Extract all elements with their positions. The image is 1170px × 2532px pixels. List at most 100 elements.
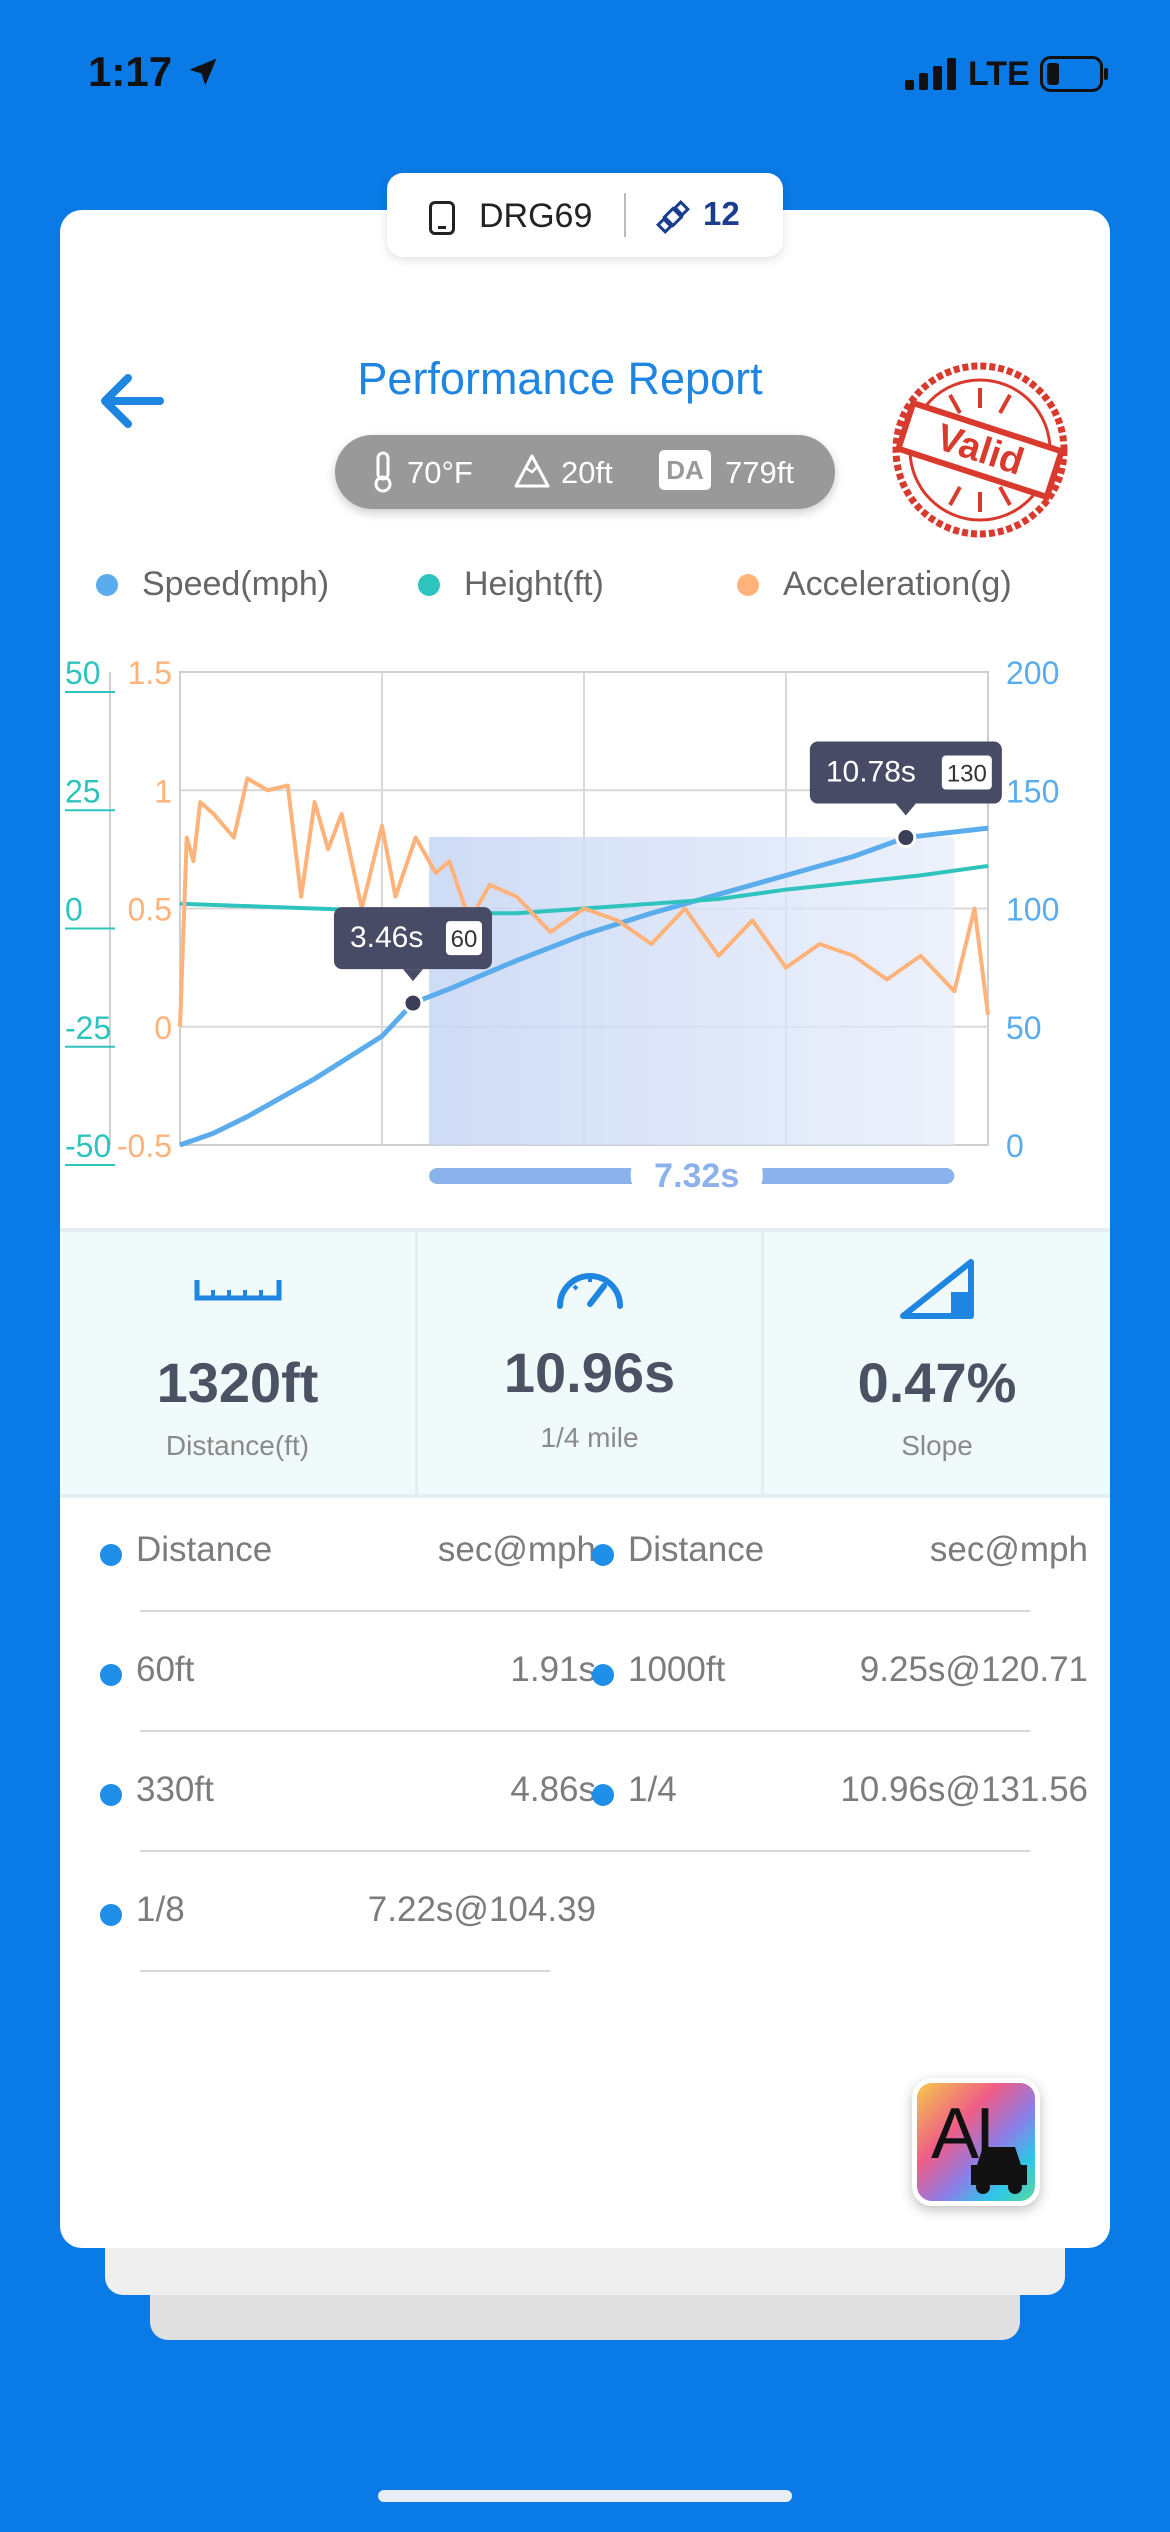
- table-row: 1/4 10.96s@131.56: [592, 1770, 1088, 1830]
- stat-value: 1320ft: [156, 1351, 319, 1414]
- selection-duration-label: 7.32s: [654, 1157, 739, 1195]
- height-tick-label: 25: [65, 773, 101, 809]
- split-time: 9.25s@120.71: [859, 1650, 1088, 1689]
- legend-dot: [96, 574, 118, 596]
- column-header: Distance: [136, 1530, 273, 1569]
- report-card: Performance Report 70°F 20ft DA 779ft Va…: [60, 210, 1110, 2248]
- stats-panel: 1320ft Distance(ft) 10.96s 1/4 mile 0.47…: [60, 1228, 1110, 1498]
- divider: [140, 1730, 1030, 1732]
- column-header: sec@mph: [437, 1530, 596, 1569]
- bullet: [100, 1664, 122, 1686]
- split-distance: 1000ft: [628, 1650, 726, 1689]
- table-row: 1000ft 9.25s@120.71: [592, 1650, 1088, 1710]
- split-distance: 60ft: [136, 1650, 195, 1689]
- height-tick-label: 0: [65, 892, 83, 928]
- back-arrow-icon[interactable]: [88, 358, 174, 444]
- bullet: [592, 1544, 614, 1566]
- tooltip-speed-badge: [941, 755, 992, 790]
- satellite-count: 12: [703, 195, 740, 232]
- legend-dot: [418, 574, 440, 596]
- marker-point[interactable]: [895, 827, 917, 849]
- altitude-value: 20ft: [561, 455, 613, 490]
- bullet: [592, 1784, 614, 1806]
- split-time: 10.96s@131.56: [840, 1770, 1088, 1809]
- mountain-icon: [514, 454, 550, 488]
- bullet: [100, 1544, 122, 1566]
- selection-area[interactable]: [429, 837, 955, 1145]
- device-name: DRG69: [479, 197, 593, 235]
- divider: [761, 1232, 764, 1494]
- selection-duration-pill: [630, 1155, 763, 1195]
- tooltip-pointer: [402, 969, 423, 982]
- legend-label: Acceleration(g): [783, 565, 1012, 603]
- tooltip-speed: 60: [451, 926, 478, 953]
- home-indicator: [378, 2490, 792, 2502]
- height-tick-label: -50: [65, 1128, 111, 1164]
- table-row: 330ft 4.86s: [100, 1770, 596, 1830]
- speed-tick-label: 0: [1006, 1128, 1024, 1164]
- network-type: LTE: [968, 55, 1030, 93]
- battery-icon: [1040, 56, 1108, 92]
- stat-label: Slope: [901, 1430, 973, 1461]
- acceleration-tick-label: 0: [154, 1010, 172, 1046]
- acceleration-tick-label: 1: [154, 773, 172, 809]
- da-badge: DA: [659, 450, 711, 490]
- acceleration-tick-label: 0.5: [128, 892, 172, 928]
- split-time: 4.86s: [510, 1770, 596, 1809]
- divider: [140, 1970, 550, 1972]
- speedometer-icon: [556, 1273, 623, 1309]
- marker-point[interactable]: [402, 992, 424, 1014]
- legend-label: Speed(mph): [142, 565, 330, 603]
- height-tick-label: 50: [65, 655, 101, 691]
- legend-label: Height(ft): [464, 565, 604, 603]
- device-pill[interactable]: DRG69 12: [387, 173, 783, 257]
- ruler-icon: [194, 1280, 281, 1301]
- column-header: Distance: [628, 1530, 765, 1569]
- page-title: Performance Report: [357, 353, 763, 404]
- thermometer-icon: [374, 451, 392, 493]
- speed-tick-label: 200: [1006, 655, 1059, 691]
- legend-dot: [737, 574, 759, 596]
- signal-bars-icon: [905, 58, 956, 90]
- density-altitude-value: 779ft: [725, 455, 794, 490]
- height-tick-label: -25: [65, 1010, 111, 1046]
- speed-tick-label: 150: [1006, 773, 1059, 809]
- stat-slope: 0.47% Slope: [764, 1232, 1110, 1494]
- column-header: sec@mph: [929, 1530, 1088, 1569]
- bullet: [100, 1784, 122, 1806]
- valid-stamp-icon: Valid: [892, 362, 1068, 538]
- performance-chart[interactable]: 50 25 0 -25 -50 1.5 1 0.5 0 -0.5 200 150 100 50 0 3.46…: [60, 640, 1110, 1200]
- temperature-value: 70°F: [407, 455, 473, 490]
- series-line-acceleration: [178, 776, 990, 1027]
- split-distance: 330ft: [136, 1770, 214, 1809]
- speed-tick-label: 100: [1006, 892, 1059, 928]
- ai-assistant-button[interactable]: AI: [912, 2078, 1040, 2206]
- divider: [140, 1850, 1030, 1852]
- conditions-pill: 70°F 20ft DA 779ft: [335, 435, 835, 509]
- tooltip-speed-badge: [445, 921, 482, 956]
- tooltip-pointer: [895, 803, 916, 816]
- divider: [415, 1232, 418, 1494]
- acceleration-tick-label: 1.5: [128, 655, 172, 691]
- stat-value: 10.96s: [503, 1341, 676, 1404]
- location-arrow-icon: [189, 58, 217, 86]
- divider: [624, 193, 626, 237]
- chart-legend: Speed(mph) Height(ft) Acceleration(g): [60, 565, 1110, 615]
- table-header-right: Distance sec@mph: [592, 1530, 1088, 1590]
- series-line-speed: [179, 825, 989, 1148]
- car-icon: [971, 2147, 1027, 2194]
- tooltip-speed: 130: [947, 761, 987, 788]
- tooltip-time: 10.78s: [826, 756, 916, 789]
- table-row: 60ft 1.91s: [100, 1650, 596, 1710]
- status-time: 1:17: [88, 48, 173, 95]
- stat-label: Distance(ft): [165, 1430, 310, 1461]
- stat-value: 0.47%: [857, 1351, 1017, 1414]
- table-header-left: Distance sec@mph: [100, 1530, 596, 1590]
- split-time: 7.22s@104.39: [367, 1890, 596, 1929]
- divider: [140, 1610, 1030, 1612]
- status-bar: 1:17 LTE: [0, 0, 1170, 150]
- stat-label: 1/4 mile: [540, 1422, 639, 1453]
- slope-icon: [900, 1259, 974, 1319]
- tooltip-time: 3.46s: [350, 921, 423, 954]
- bullet: [100, 1904, 122, 1926]
